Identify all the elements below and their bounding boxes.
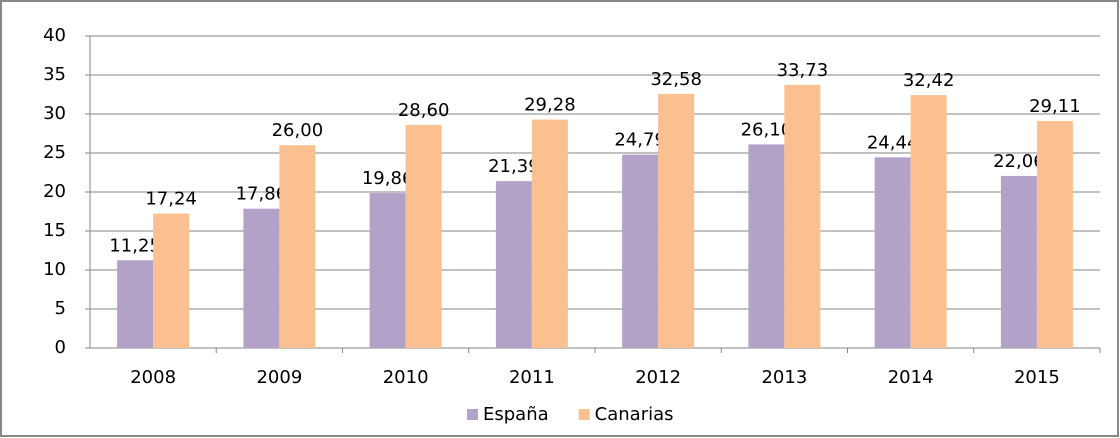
x-tick-label: 2014: [888, 367, 934, 388]
x-tick-label: 2015: [1014, 367, 1060, 388]
data-label: 26,00: [272, 120, 324, 141]
data-label: 22,06: [993, 151, 1045, 172]
x-tick-label: 2012: [635, 367, 681, 388]
y-tick-label: 40: [43, 25, 66, 46]
data-label: 32,42: [903, 70, 955, 91]
y-tick-label: 35: [43, 64, 66, 85]
bar: [369, 193, 406, 348]
y-tick-label: 0: [55, 337, 66, 358]
data-label: 17,24: [145, 189, 197, 210]
data-label: 19,86: [362, 168, 414, 189]
data-label: 26,10: [741, 119, 793, 140]
y-tick-label: 30: [43, 103, 66, 124]
bar: [910, 95, 947, 349]
x-tick-label: 2008: [130, 367, 176, 388]
x-tick-label: 2009: [256, 367, 302, 388]
data-label: 32,58: [650, 69, 702, 90]
y-tick-label: 20: [43, 181, 66, 202]
data-label: 24,44: [867, 132, 919, 153]
y-tick-label: 25: [43, 142, 66, 163]
legend-label: Canarias: [595, 404, 674, 425]
bar: [495, 181, 532, 348]
legend-swatch: [467, 409, 478, 420]
bar: [1036, 120, 1073, 348]
data-label: 28,60: [398, 100, 450, 121]
bar: [874, 157, 911, 348]
x-tick-label: 2013: [761, 367, 807, 388]
bar: [405, 124, 442, 348]
y-tick-label: 15: [43, 220, 66, 241]
bar: [1000, 175, 1037, 348]
legend-swatch: [578, 409, 590, 420]
data-label: 11,25: [109, 235, 161, 256]
y-tick-label: 10: [43, 259, 66, 280]
y-tick-label: 5: [55, 298, 66, 319]
x-tick-label: 2011: [509, 367, 555, 388]
data-label: 24,79: [614, 130, 666, 151]
data-label: 29,28: [524, 95, 576, 116]
bar: [658, 93, 695, 348]
data-label: 29,11: [1029, 96, 1081, 117]
bar: [748, 144, 785, 348]
bar: [622, 154, 659, 348]
bar: [531, 119, 568, 348]
bar: [117, 260, 154, 348]
legend-label: España: [483, 404, 549, 425]
bar: [784, 84, 821, 348]
data-label: 17,86: [236, 184, 288, 205]
bar: [243, 208, 280, 348]
bar: [279, 145, 316, 348]
x-tick-label: 2010: [383, 367, 429, 388]
bar: [153, 213, 190, 348]
data-label: 33,73: [777, 60, 829, 81]
data-label: 21,39: [488, 156, 540, 177]
